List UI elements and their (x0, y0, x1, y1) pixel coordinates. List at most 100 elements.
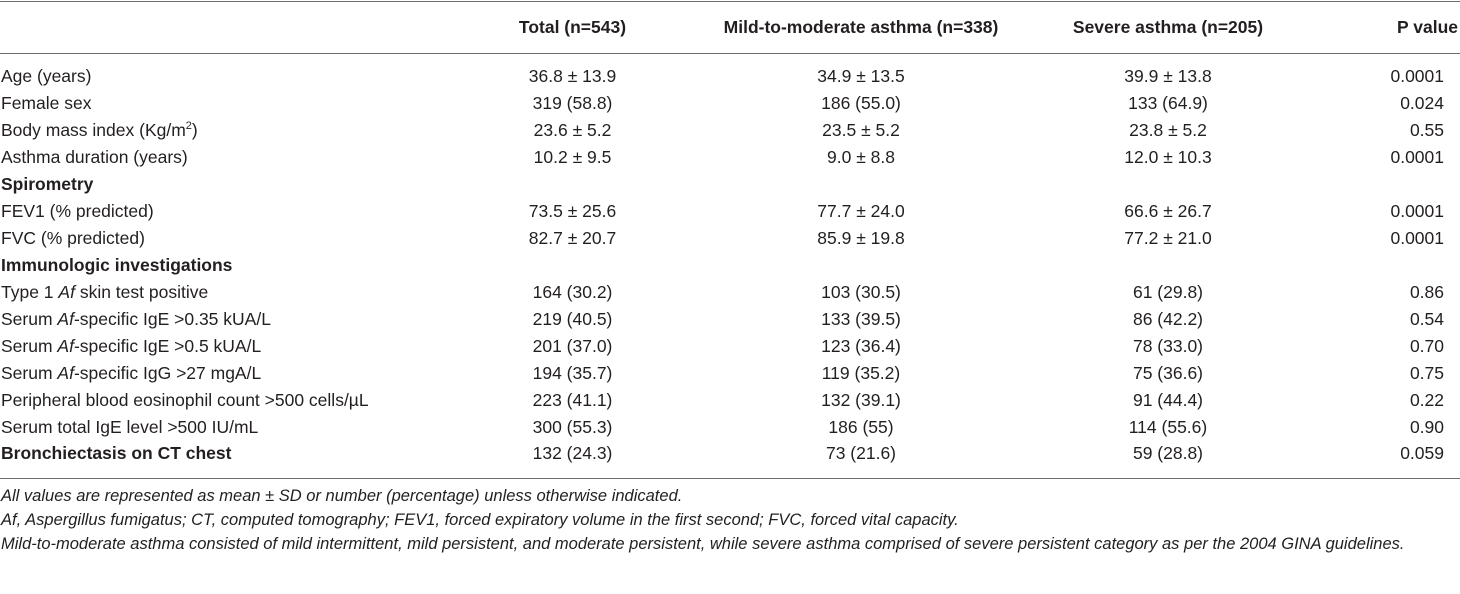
footnote: Af, Aspergillus fumigatus; CT, computed … (1, 511, 959, 529)
header-cell-total: Total (n=543) (518, 17, 627, 37)
row-label-text: Body mass index (Kg/m (1, 120, 186, 140)
total-cell: 201 (37.0) (532, 336, 613, 356)
mild-moderate-cell: 73 (21.6) (825, 443, 897, 463)
severe-cell: 114 (55.6) (1128, 417, 1208, 437)
table-row: Age (years) 36.8 ± 13.9 34.9 ± 13.5 39.9 ± … (0, 53, 1460, 90)
p-value-cell: 0.55 (1409, 120, 1444, 140)
row-label: FEV1 (% predicted) (1, 201, 154, 221)
p-value-cell: 0.70 (1409, 336, 1444, 356)
header-row: Total (n=543) Mild-to-moderate asthma (n… (0, 2, 1460, 53)
mild-moderate-cell: 186 (55) (828, 417, 894, 437)
p-value-cell: 0.90 (1409, 417, 1444, 437)
table-row: Serum total IgE level >500 IU/mL 300 (55.… (0, 414, 1460, 441)
mild-moderate-cell: 133 (39.5) (821, 309, 901, 329)
section-row: Immunologic investigations (0, 252, 1460, 279)
top-rule (0, 1, 1460, 2)
row-label: Serum total IgE level >500 IU/mL (1, 417, 259, 437)
mild-moderate-cell: 34.9 ± 13.5 (817, 66, 905, 86)
total-cell: 194 (35.7) (532, 363, 613, 383)
mild-moderate-cell: 103 (30.5) (821, 282, 901, 302)
table-row: Serum Af-specific IgG >27 mgA/L 194 (35.7… (0, 360, 1460, 387)
total-cell: 36.8 ± 13.9 (528, 66, 617, 86)
severe-cell: 23.8 ± 5.2 (1129, 120, 1207, 140)
total-cell: 23.6 ± 5.2 (533, 120, 612, 140)
table-row: FVC (% predicted) 82.7 ± 20.7 85.9 ± 19.8 7… (0, 225, 1460, 252)
row-label-italic: Af (58, 282, 75, 302)
row-label: Asthma duration (years) (1, 147, 188, 167)
mild-moderate-cell: 23.5 ± 5.2 (822, 120, 900, 140)
header-cell-severe: Severe asthma (n=205) (1072, 17, 1264, 37)
footnotes: All values are represented as mean ± SD … (1, 484, 1456, 556)
header-cell-label (0, 2, 465, 53)
header-cell-p-value: P value (1397, 17, 1458, 37)
total-cell: 132 (24.3) (532, 443, 613, 463)
severe-cell: 78 (33.0) (1132, 336, 1204, 356)
total-cell: 300 (55.3) (532, 417, 613, 437)
total-cell: 73.5 ± 25.6 (528, 201, 617, 221)
total-cell: 219 (40.5) (532, 309, 613, 329)
row-label: Serum Af-specific IgG >27 mgA/L (0, 360, 465, 387)
p-value-cell: 0.024 (1400, 93, 1444, 113)
mild-moderate-cell: 123 (36.4) (821, 336, 901, 356)
severe-cell: 133 (64.9) (1128, 93, 1208, 113)
row-label-text: Serum (1, 336, 58, 356)
p-value-cell: 0.059 (1400, 443, 1444, 463)
mild-moderate-cell: 132 (39.1) (821, 390, 901, 410)
header-rule (0, 53, 1460, 54)
total-cell: 10.2 ± 9.5 (533, 147, 612, 167)
row-label: Bronchiectasis on CT chest (1, 443, 232, 463)
severe-cell: 59 (28.8) (1132, 443, 1204, 463)
row-label: Body mass index (Kg/m2) (0, 117, 465, 144)
table-row: Asthma duration (years) 10.2 ± 9.5 9.0 ± 8… (0, 144, 1460, 171)
total-cell: 223 (41.1) (532, 390, 613, 410)
table-row: Serum Af-specific IgE >0.35 kUA/L 219 (40… (0, 306, 1460, 333)
row-label-text: -specific IgG >27 mgA/L (73, 363, 262, 383)
row-label-italic: Af (57, 363, 74, 383)
row-label-text: skin test positive (74, 282, 209, 302)
row-label: Serum Af-specific IgE >0.35 kUA/L (0, 306, 465, 333)
mild-moderate-cell: 186 (55.0) (821, 93, 901, 113)
p-value-cell: 0.0001 (1390, 228, 1444, 248)
severe-cell: 12.0 ± 10.3 (1124, 147, 1212, 167)
row-label: Female sex (1, 93, 92, 113)
footnote: All values are represented as mean ± SD … (1, 487, 683, 505)
mild-moderate-cell: 9.0 ± 8.8 (827, 147, 895, 167)
total-cell: 319 (58.8) (532, 93, 613, 113)
p-value-cell: 0.86 (1409, 282, 1444, 302)
p-value-cell: 0.75 (1409, 363, 1444, 383)
mild-moderate-cell: 77.7 ± 24.0 (817, 201, 905, 221)
row-label: Age (years) (1, 66, 92, 86)
row-label-superscript: 2 (185, 120, 192, 132)
p-value-cell: 0.22 (1409, 390, 1444, 410)
table-row: Peripheral blood eosinophil count >500 c… (0, 387, 1460, 414)
severe-cell: 91 (44.4) (1132, 390, 1204, 410)
row-label-italic: Af (57, 309, 74, 329)
row-label-text: Type 1 (1, 282, 59, 302)
header-cell-mild: Mild-to-moderate asthma (n=338) (723, 17, 999, 37)
table-row: Serum Af-specific IgE >0.5 kUA/L 201 (37.… (0, 333, 1460, 360)
row-label-italic: Af (57, 336, 74, 356)
bottom-rule (0, 478, 1460, 479)
row-label-text: -specific IgE >0.35 kUA/L (73, 309, 271, 329)
table-row: Female sex 319 (58.8) 186 (55.0) 133 (64.9)… (0, 90, 1460, 117)
table-row: Body mass index (Kg/m2) 23.6 ± 5.2 23.5 ± … (0, 117, 1460, 144)
row-label-text: Serum (1, 363, 58, 383)
table-row: Bronchiectasis on CT chest 132 (24.3) 73 (… (0, 441, 1460, 466)
data-table: Total (n=543) Mild-to-moderate asthma (n… (0, 2, 1460, 466)
severe-cell: 61 (29.8) (1132, 282, 1204, 302)
p-value-cell: 0.0001 (1390, 66, 1444, 86)
table-row: FEV1 (% predicted) 73.5 ± 25.6 77.7 ± 24.0… (0, 198, 1460, 225)
p-value-cell: 0.0001 (1390, 201, 1444, 221)
row-label-text: ) (191, 120, 198, 140)
section-heading: Immunologic investigations (1, 255, 233, 275)
row-label-text: -specific IgE >0.5 kUA/L (73, 336, 262, 356)
p-value-cell: 0.54 (1409, 309, 1444, 329)
row-label-text: Serum (1, 309, 58, 329)
mild-moderate-cell: 85.9 ± 19.8 (817, 228, 905, 248)
row-label: Serum Af-specific IgE >0.5 kUA/L (0, 333, 465, 360)
section-row: Spirometry (0, 171, 1460, 198)
severe-cell: 66.6 ± 26.7 (1124, 201, 1212, 221)
total-cell: 164 (30.2) (532, 282, 613, 302)
table-body: Age (years) 36.8 ± 13.9 34.9 ± 13.5 39.9 ± … (0, 53, 1460, 466)
